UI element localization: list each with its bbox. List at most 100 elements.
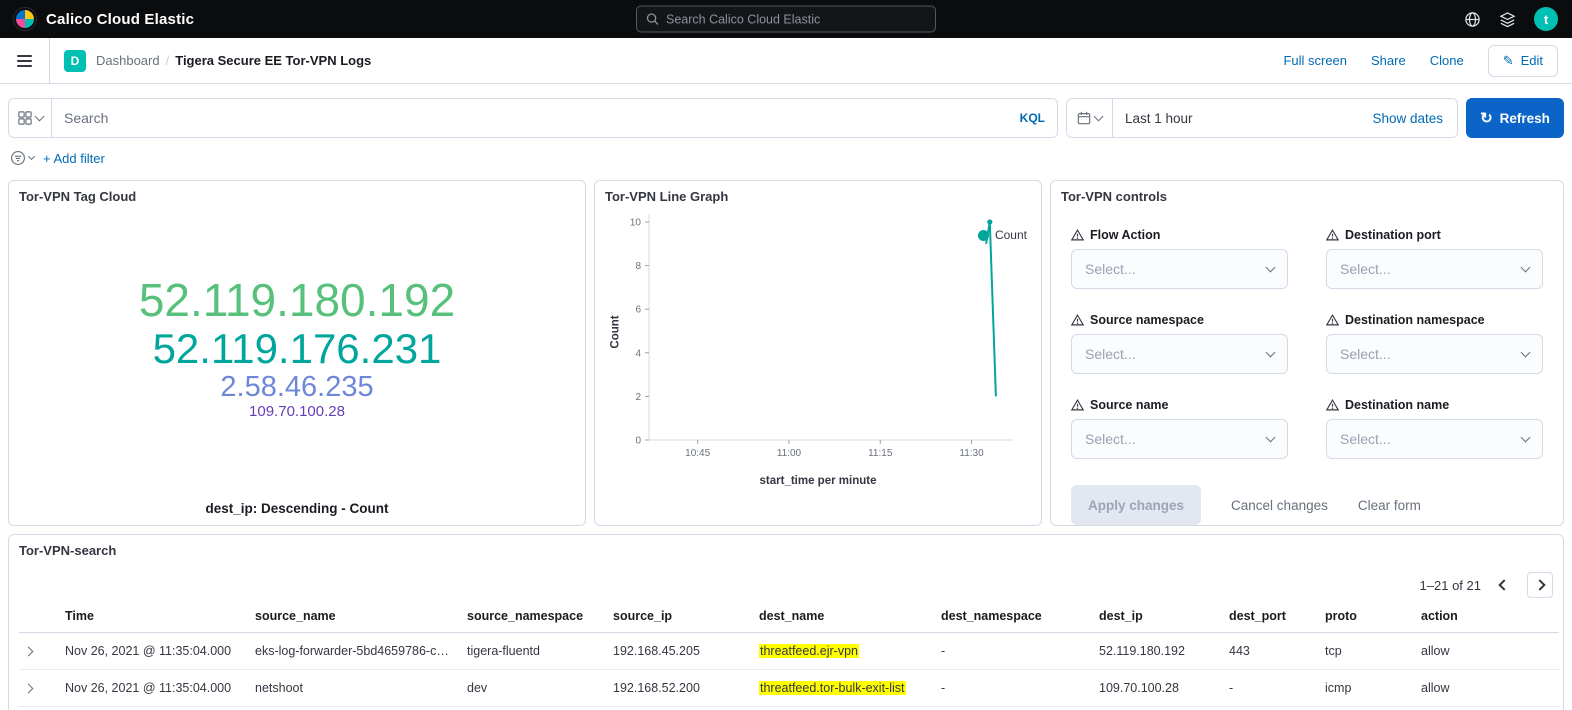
warning-icon xyxy=(1326,399,1339,411)
deployments-icon[interactable] xyxy=(1499,11,1516,28)
cancel-changes-button[interactable]: Cancel changes xyxy=(1231,498,1328,513)
breadcrumb-current: Tigera Secure EE Tor-VPN Logs xyxy=(175,53,371,68)
col-action: action xyxy=(1415,600,1559,633)
line-chart: Count 024681010:4511:0011:1511:30 start_… xyxy=(605,208,1031,487)
field-label: Destination name xyxy=(1345,398,1449,412)
cell-dest-namespace: - xyxy=(935,707,1093,710)
select-placeholder: Select... xyxy=(1340,431,1391,447)
pagination: 1–21 of 21 xyxy=(1420,572,1553,598)
previous-page-button[interactable] xyxy=(1491,572,1517,598)
calendar-menu-button[interactable] xyxy=(1067,99,1113,137)
field-label: Flow Action xyxy=(1090,228,1160,242)
expand-row-button[interactable] xyxy=(19,670,59,707)
edit-button[interactable]: ✎ Edit xyxy=(1488,45,1558,77)
results-table: Time source_name source_namespace source… xyxy=(19,600,1559,710)
edit-button-label: Edit xyxy=(1521,53,1543,68)
destination-namespace-select[interactable]: Select... xyxy=(1326,334,1543,374)
clone-button[interactable]: Clone xyxy=(1430,53,1464,68)
global-search[interactable] xyxy=(636,6,936,33)
elastic-logo[interactable] xyxy=(14,8,36,30)
highlighted-value: threatfeed.ejr-vpn xyxy=(759,644,859,658)
search-table-title: Tor-VPN-search xyxy=(19,543,1553,558)
cell-proto: icmp xyxy=(1319,670,1415,707)
col-dest-ip: dest_ip xyxy=(1093,600,1223,633)
user-avatar[interactable]: t xyxy=(1534,7,1558,31)
query-search-input[interactable] xyxy=(64,110,1010,126)
legend-label: Count xyxy=(995,228,1027,242)
cell-source-name: netshoot xyxy=(249,670,461,707)
cell-source-ip: 192.168.45.205 xyxy=(607,633,753,670)
breadcrumb-root[interactable]: Dashboard xyxy=(96,53,160,68)
controls-actions: Apply changes Cancel changes Clear form xyxy=(1071,485,1543,525)
svg-text:10:45: 10:45 xyxy=(685,448,710,459)
kql-toggle[interactable]: KQL xyxy=(1020,111,1045,125)
cell-time: Nov 26, 2021 @ 11:35:04.000 xyxy=(59,670,249,707)
col-source-namespace: source_namespace xyxy=(461,600,607,633)
globe-icon[interactable] xyxy=(1464,11,1481,28)
line-chart-plot: 024681010:4511:0011:1511:30 xyxy=(605,208,1029,474)
chevron-left-icon xyxy=(1498,579,1509,590)
add-filter-button[interactable]: + Add filter xyxy=(43,151,105,166)
share-button[interactable]: Share xyxy=(1371,53,1406,68)
refresh-button[interactable]: ↻ Refresh xyxy=(1466,98,1564,138)
highlighted-value: threatfeed.tor-bulk-exit-list xyxy=(759,681,906,695)
warning-icon xyxy=(1071,229,1084,241)
chevron-right-icon xyxy=(24,647,34,657)
table-row: Nov 26, 2021 @ 11:35:04.000 eks-log-forw… xyxy=(19,633,1559,670)
controls-panel: Tor-VPN controls Flow Action Select... D… xyxy=(1050,180,1564,526)
chevron-right-icon xyxy=(24,684,34,694)
control-field-source-namespace: Source namespace Select... xyxy=(1071,313,1288,374)
tag-ip[interactable]: 52.119.176.231 xyxy=(153,326,442,372)
chevron-down-icon xyxy=(1094,112,1104,122)
search-icon xyxy=(646,13,659,26)
cell-dest-port: 443 xyxy=(1223,633,1319,670)
expand-row-button[interactable] xyxy=(19,633,59,670)
dashboard-header-bar: D Dashboard / Tigera Secure EE Tor-VPN L… xyxy=(0,38,1572,84)
field-label: Destination namespace xyxy=(1345,313,1485,327)
next-page-button[interactable] xyxy=(1527,572,1553,598)
time-range-value[interactable]: Last 1 hour xyxy=(1113,111,1372,126)
top-navigation-bar: Calico Cloud Elastic t xyxy=(0,0,1572,38)
filter-bar: + Add filter xyxy=(10,148,1562,168)
hamburger-menu-icon[interactable] xyxy=(0,38,50,83)
source-name-select[interactable]: Select... xyxy=(1071,419,1288,459)
field-label: Destination port xyxy=(1345,228,1441,242)
flow-action-select[interactable]: Select... xyxy=(1071,249,1288,289)
clear-form-button[interactable]: Clear form xyxy=(1358,498,1421,513)
full-screen-button[interactable]: Full screen xyxy=(1283,53,1347,68)
control-field-destination-port: Destination port Select... xyxy=(1326,228,1543,289)
tag-ip[interactable]: 52.119.180.192 xyxy=(139,275,455,326)
query-menu-button[interactable] xyxy=(8,98,52,138)
table-header-row: Time source_name source_namespace source… xyxy=(19,600,1559,633)
global-search-input[interactable] xyxy=(666,12,926,26)
show-dates-button[interactable]: Show dates xyxy=(1372,111,1457,126)
svg-text:0: 0 xyxy=(635,436,641,447)
warning-icon xyxy=(1326,229,1339,241)
kql-query-field[interactable]: KQL xyxy=(52,98,1058,138)
field-label: Source name xyxy=(1090,398,1169,412)
destination-port-select[interactable]: Select... xyxy=(1326,249,1543,289)
expand-row-button[interactable] xyxy=(19,707,59,710)
refresh-button-label: Refresh xyxy=(1500,111,1550,126)
apply-changes-button[interactable]: Apply changes xyxy=(1071,485,1201,525)
col-source-name: source_name xyxy=(249,600,461,633)
legend-item-count[interactable]: Count xyxy=(978,228,1027,242)
cell-dest-ip: 52.119.180.192 xyxy=(1093,633,1223,670)
calendar-icon xyxy=(1077,111,1091,125)
col-source-ip: source_ip xyxy=(607,600,753,633)
filter-menu-icon[interactable] xyxy=(10,150,34,166)
source-namespace-select[interactable]: Select... xyxy=(1071,334,1288,374)
cell-source-namespace: dev xyxy=(461,670,607,707)
select-placeholder: Select... xyxy=(1340,346,1391,362)
chevron-right-icon xyxy=(1534,579,1545,590)
cell-source-ip: 192.168.52.200 xyxy=(607,670,753,707)
cell-source-name: eks-log-forwarder-5bd4659786-cwd2r xyxy=(249,633,461,670)
cell-dest-ip: 109.70.100.28 xyxy=(1093,707,1223,710)
chevron-down-icon xyxy=(1521,433,1531,443)
tag-ip[interactable]: 2.58.46.235 xyxy=(220,372,373,404)
control-field-destination-name: Destination name Select... xyxy=(1326,398,1543,459)
destination-name-select[interactable]: Select... xyxy=(1326,419,1543,459)
breadcrumb: Dashboard / Tigera Secure EE Tor-VPN Log… xyxy=(96,53,371,68)
svg-text:11:00: 11:00 xyxy=(777,448,802,459)
tag-ip[interactable]: 109.70.100.28 xyxy=(249,404,345,421)
